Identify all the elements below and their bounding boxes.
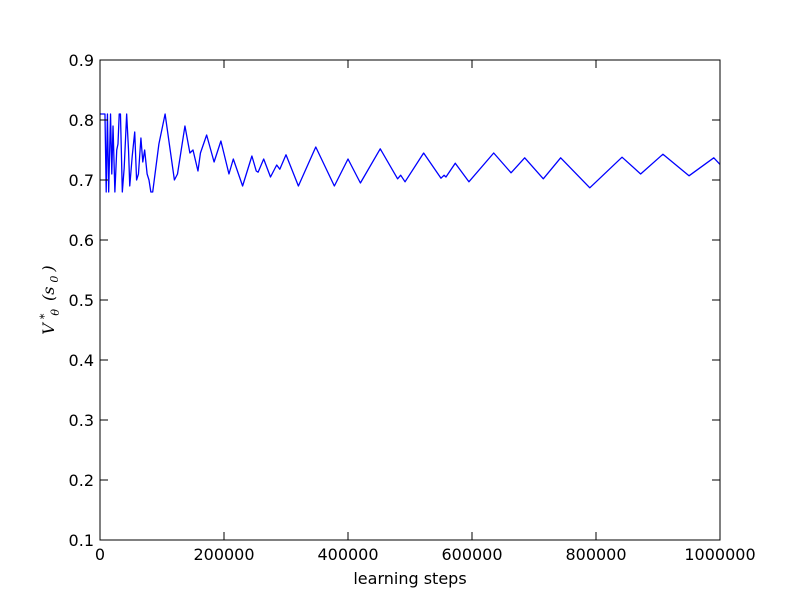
y-tick-label: 0.9	[69, 51, 94, 70]
y-axis-argument-close: )	[39, 265, 58, 272]
y-axis-symbol: V	[39, 322, 58, 335]
x-tick-label: 1000000	[684, 545, 755, 564]
y-axis-subscript: θ	[49, 309, 62, 316]
x-tick-label: 0	[95, 545, 105, 564]
x-tick-label: 400000	[317, 545, 378, 564]
x-tick-label: 800000	[565, 545, 626, 564]
y-axis-title: V * θ (s 0 )	[35, 265, 63, 334]
y-tick-label: 0.6	[69, 231, 94, 250]
ticks-layer: 0 200000 400000 600000 800000 1000000 0.1 0.2 0.…	[69, 51, 756, 564]
series-line	[100, 113, 721, 193]
y-tick-label: 0.4	[69, 351, 94, 370]
x-tick-label: 600000	[441, 545, 502, 564]
plot-frame	[99, 59, 721, 541]
y-axis-argument-subscript: 0	[48, 276, 61, 283]
y-tick-label: 0.8	[69, 111, 94, 130]
y-tick-label: 0.1	[69, 531, 94, 550]
y-tick-label: 0.3	[69, 411, 94, 430]
y-axis-superscript: *	[38, 313, 51, 319]
y-tick-label: 0.2	[69, 471, 94, 490]
y-tick-label: 0.5	[69, 291, 94, 310]
series-layer	[100, 113, 721, 193]
y-axis-argument-open: (s	[39, 287, 58, 301]
x-tick-label: 200000	[193, 545, 254, 564]
x-axis-title: learning steps	[353, 569, 466, 588]
y-tick-label: 0.7	[69, 171, 94, 190]
